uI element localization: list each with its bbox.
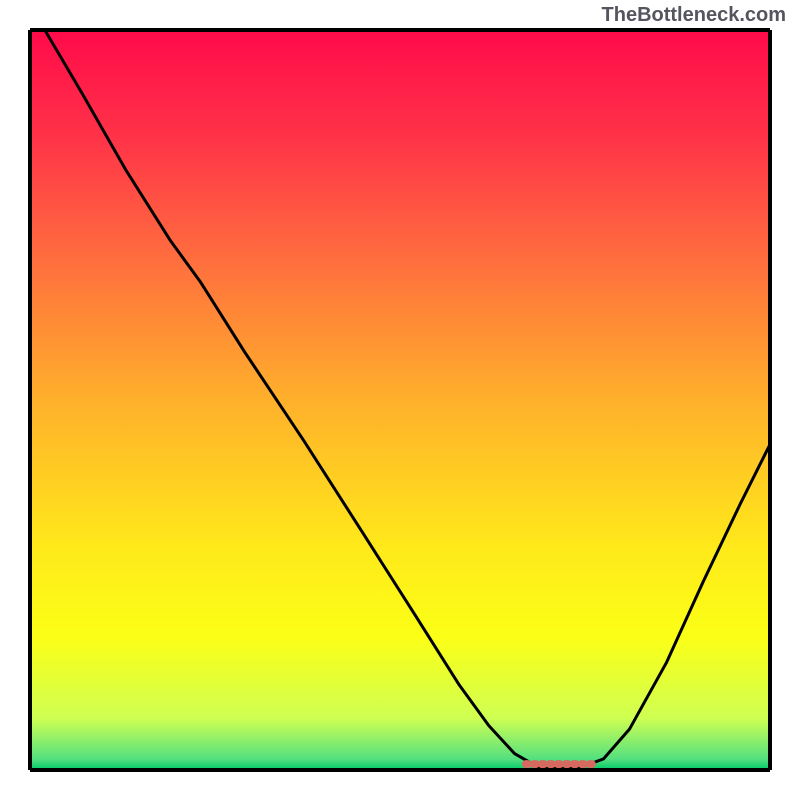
bottleneck-chart: TheBottleneck.com <box>0 0 800 800</box>
chart-canvas <box>0 0 800 800</box>
plot-background <box>30 30 770 770</box>
watermark-label: TheBottleneck.com <box>602 4 786 27</box>
